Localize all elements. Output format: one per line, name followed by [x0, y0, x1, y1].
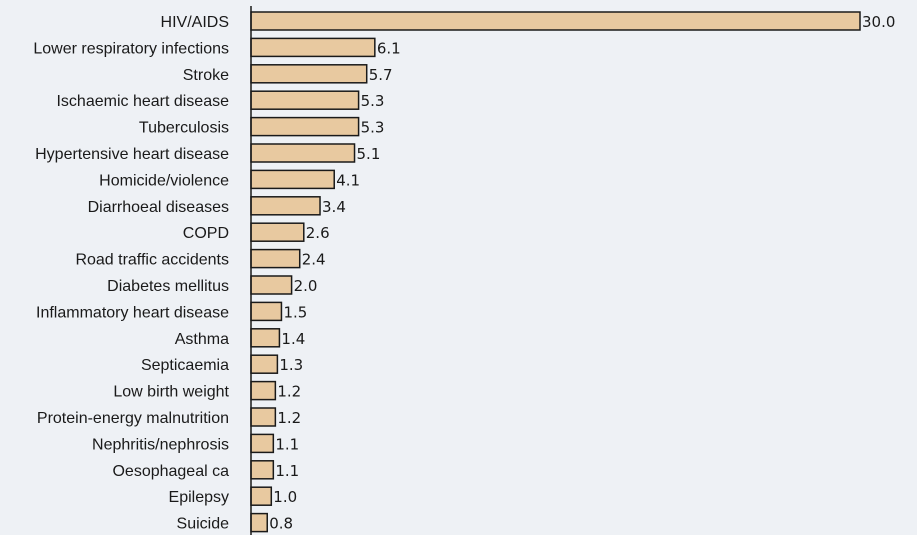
category-label: Septicaemia — [141, 357, 229, 374]
category-label: Homicide/violence — [99, 172, 229, 189]
value-label: 30.0 — [862, 13, 895, 31]
value-label: 2.6 — [306, 224, 330, 242]
bar — [250, 380, 277, 401]
category-label: Asthma — [175, 331, 229, 348]
value-label: 1.3 — [279, 356, 303, 374]
category-label: Ischaemic heart disease — [56, 93, 229, 110]
value-label: 1.2 — [277, 383, 301, 401]
value-label: 1.4 — [281, 330, 305, 348]
bar — [250, 275, 293, 295]
bar — [250, 169, 335, 190]
category-label: Oesophageal ca — [112, 463, 229, 480]
category-label: Diarrhoeal diseases — [88, 199, 229, 216]
bar — [250, 116, 360, 137]
bar — [250, 222, 305, 242]
category-labels-group: HIV/AIDS Lower respiratory infections Stro… — [33, 14, 229, 533]
value-label: 5.3 — [361, 92, 385, 110]
bar — [250, 90, 360, 110]
value-label: 5.7 — [369, 66, 393, 84]
value-labels-group: 30.0 6.1 5.7 5.3 5.3 5.1 4.1 3.4 2.6 2.4 2.0 1.5 1.4… — [269, 13, 895, 533]
value-label: 0.8 — [269, 515, 293, 533]
value-label: 1.1 — [275, 435, 299, 453]
value-label: 6.1 — [377, 39, 401, 57]
bar — [250, 328, 281, 348]
value-label: 5.1 — [357, 145, 381, 163]
bar — [250, 433, 275, 454]
bar — [250, 37, 376, 58]
value-label: 5.3 — [361, 119, 385, 137]
category-label: Lower respiratory infections — [33, 40, 229, 57]
category-label: Protein-energy malnutrition — [37, 410, 229, 427]
bar — [250, 196, 321, 216]
category-label: Stroke — [183, 67, 229, 84]
value-label: 4.1 — [336, 171, 360, 189]
bar — [250, 301, 283, 322]
value-label: 1.1 — [275, 462, 299, 480]
value-label: 2.0 — [294, 277, 318, 295]
value-label: 1.2 — [277, 409, 301, 427]
bar — [250, 512, 268, 533]
category-label: Hypertensive heart disease — [35, 146, 229, 163]
category-label: Suicide — [177, 516, 230, 533]
bar — [250, 354, 279, 374]
bar — [250, 11, 861, 31]
category-label: Inflammatory heart disease — [36, 304, 229, 321]
bar — [250, 143, 356, 163]
category-label: Low birth weight — [113, 384, 229, 401]
category-label: Nephritis/nephrosis — [92, 436, 229, 453]
value-label: 1.0 — [273, 488, 297, 506]
bar — [250, 486, 273, 506]
bar — [250, 460, 275, 480]
bar — [250, 64, 368, 84]
bar — [250, 248, 301, 269]
value-label: 2.4 — [302, 251, 326, 269]
bar — [250, 407, 277, 427]
category-label: COPD — [183, 225, 229, 242]
bars-group — [250, 11, 861, 533]
value-label: 3.4 — [322, 198, 346, 216]
category-label: HIV/AIDS — [161, 14, 229, 31]
category-label: Road traffic accidents — [75, 252, 229, 269]
category-label: Tuberculosis — [139, 120, 229, 137]
category-label: Diabetes mellitus — [107, 278, 229, 295]
value-label: 1.5 — [283, 303, 307, 321]
category-label: Epilepsy — [169, 489, 229, 506]
